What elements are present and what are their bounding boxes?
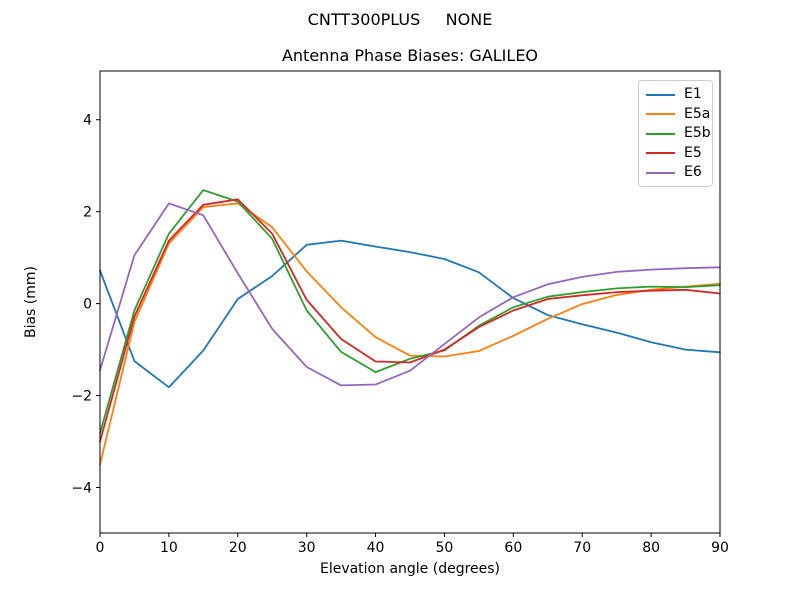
legend-label-E5a: E5a <box>684 105 711 122</box>
y-tick-label: −2 <box>71 389 92 405</box>
series-layer <box>99 189 721 466</box>
legend-entry-E5: E5 <box>646 144 712 164</box>
x-tick-label: 50 <box>436 540 454 556</box>
y-tick-label: 4 <box>83 113 92 129</box>
y-tick-label: 0 <box>83 297 92 313</box>
series-line-E5 <box>99 198 721 443</box>
legend-entry-E5a: E5a <box>646 105 712 125</box>
legend-line-sample-E1 <box>646 93 675 96</box>
x-tick-label: 90 <box>711 540 729 556</box>
plot-area-frame <box>99 70 721 534</box>
y-tick-label: 2 <box>83 205 92 221</box>
x-tick-label: 40 <box>367 540 385 556</box>
series-line-E1 <box>99 239 721 389</box>
legend-label-E6: E6 <box>684 164 702 181</box>
ticks-layer: 0 10 20 30 40 50 60 70 80 90 −4 −2 0 2 4 <box>71 113 729 556</box>
y-tick-label: −4 <box>71 480 92 496</box>
x-tick-label: 80 <box>642 540 660 556</box>
legend: E1 E5a E5b E5 E6 <box>638 80 713 187</box>
x-tick-label: 70 <box>573 540 591 556</box>
legend-line-sample-E5b <box>646 132 675 135</box>
legend-entry-E6: E6 <box>646 163 712 183</box>
series-line-E5b <box>99 189 721 435</box>
x-tick-label: 20 <box>229 540 247 556</box>
legend-line-sample-E5a <box>646 113 675 116</box>
legend-line-sample-E6 <box>646 171 675 174</box>
legend-label-E5: E5 <box>684 144 702 161</box>
legend-entry-E1: E1 <box>646 85 712 105</box>
x-tick-label: 10 <box>160 540 178 556</box>
axes-title: Antenna Phase Biases: GALILEO <box>281 46 539 65</box>
legend-label-E1: E1 <box>684 86 702 103</box>
x-tick-label: 0 <box>96 540 105 556</box>
figure-suptitle: CNTT300PLUS NONE <box>307 10 493 29</box>
legend-label-E5b: E5b <box>684 125 711 142</box>
x-tick-label: 60 <box>504 540 522 556</box>
series-line-E6 <box>99 202 721 387</box>
x-tick-label: 30 <box>298 540 316 556</box>
y-axis-label: Bias (mm) <box>23 265 39 339</box>
legend-line-sample-E5 <box>646 152 675 155</box>
series-line-E5a <box>99 202 721 466</box>
legend-entry-E5b: E5b <box>646 124 712 144</box>
x-axis-label: Elevation angle (degrees) <box>319 561 501 577</box>
